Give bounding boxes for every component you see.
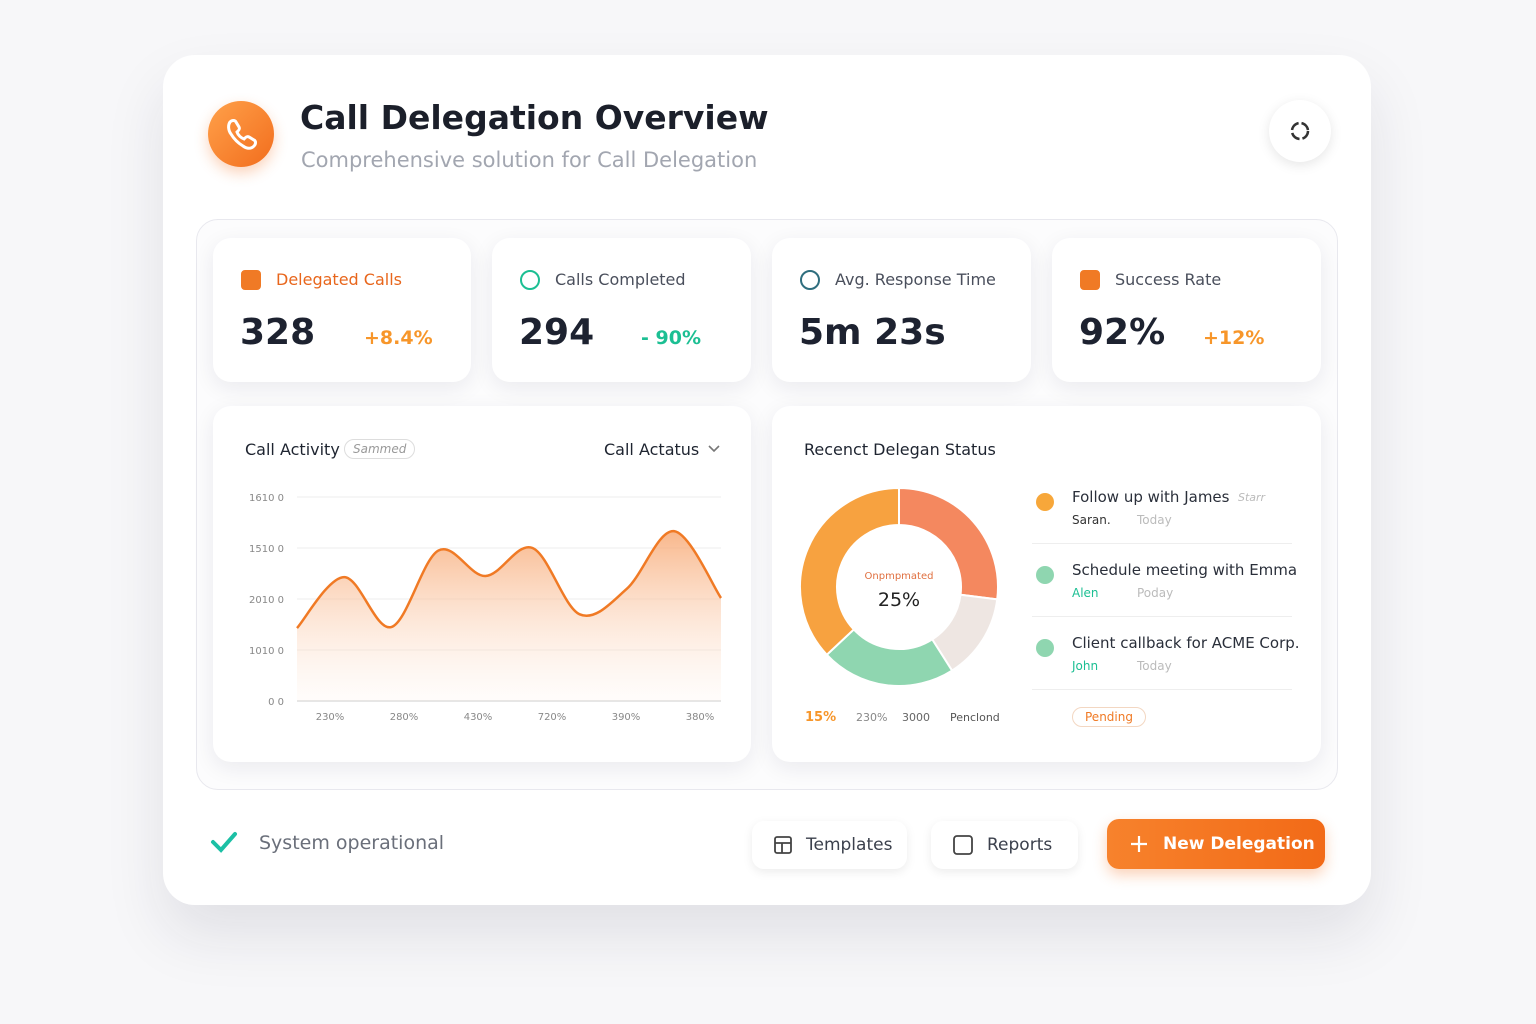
item-person: John	[1072, 659, 1099, 673]
activity-selector[interactable]: Call Actatus	[604, 440, 700, 459]
check-icon	[211, 832, 237, 853]
activity-tag: Sammed	[344, 439, 416, 459]
item-person: Alen	[1072, 586, 1099, 600]
x-tick-label: 430%	[464, 712, 493, 723]
status-dot	[1036, 639, 1054, 657]
phone-icon	[227, 119, 257, 150]
refresh-icon	[1290, 121, 1310, 141]
stat-icon	[1080, 270, 1100, 290]
item-when: Today	[1137, 659, 1172, 673]
settings-button[interactable]	[1269, 100, 1331, 162]
status-title: Recenct Delegan Status	[804, 440, 996, 459]
stat-icon	[800, 270, 820, 290]
donut-center-label: Onpmpmated	[865, 571, 934, 582]
item-when: Today	[1137, 513, 1172, 527]
y-tick-label: 1010 0	[249, 646, 284, 657]
stat-card	[492, 238, 751, 382]
stat-label: Delegated Calls	[276, 270, 402, 289]
x-tick-label: 720%	[538, 712, 567, 723]
item-divider	[1032, 689, 1292, 690]
y-tick-label: 1510 0	[249, 544, 284, 555]
button-label: Reports	[987, 835, 1053, 855]
stat-value: 92%	[1079, 312, 1166, 353]
legend-label: 3000	[902, 711, 930, 724]
legend-label: Penclond	[950, 711, 1000, 724]
stat-change: - 90%	[641, 327, 701, 349]
title: Call Delegation Overview	[300, 98, 769, 137]
subtitle: Comprehensive solution for Call Delegati…	[301, 148, 758, 172]
system-status: System operational	[259, 832, 445, 854]
line	[296, 529, 723, 629]
x-tick-label: 280%	[390, 712, 419, 723]
reports-icon	[953, 835, 973, 855]
item-person: Saran.	[1072, 513, 1111, 527]
new-delegation-button[interactable]: New Delegation	[1107, 819, 1325, 869]
stat-value: 294	[519, 312, 595, 353]
plus-icon	[1131, 836, 1147, 852]
stat-label: Calls Completed	[555, 270, 686, 289]
button-label: Templates	[806, 835, 893, 855]
x-tick-label: 230%	[316, 712, 345, 723]
status-card	[772, 406, 1321, 762]
stat-value: 328	[240, 312, 316, 353]
legend-label: 15%	[805, 710, 836, 725]
item-title: Client callback for ACME Corp.	[1072, 634, 1300, 652]
stat-icon	[520, 270, 540, 290]
item-when: Poday	[1137, 586, 1174, 600]
legend-label: 230%	[856, 711, 887, 724]
stat-change: +12%	[1203, 327, 1265, 349]
templates-icon	[774, 836, 792, 854]
stat-icon	[241, 270, 261, 290]
donut-center-value: 25%	[878, 589, 920, 611]
status-dot	[1036, 493, 1054, 511]
activity-title: Call Activity	[245, 440, 340, 459]
donut-segment	[799, 486, 900, 657]
item-tag: Starr	[1238, 491, 1266, 504]
stat-card	[772, 238, 1031, 382]
item-title: Follow up with James	[1072, 488, 1230, 506]
app-icon	[208, 101, 274, 167]
stat-label: Success Rate	[1115, 270, 1222, 289]
status-dot	[1036, 566, 1054, 584]
donut-segment	[898, 486, 999, 601]
y-tick-label: 1610 0	[249, 493, 284, 504]
y-tick-label: 2010 0	[249, 595, 284, 606]
stat-change: +8.4%	[364, 327, 433, 349]
x-tick-label: 390%	[612, 712, 641, 723]
item-divider	[1032, 616, 1292, 617]
pending-badge[interactable]: Pending	[1072, 707, 1146, 727]
button-label: New Delegation	[1163, 834, 1315, 854]
stat-label: Avg. Response Time	[835, 270, 996, 289]
templates-button[interactable]: Templates	[752, 821, 907, 869]
item-divider	[1032, 543, 1292, 544]
activity-chart: 0 0 1010 0 2010 0 1510 0 1610 0 230% 280% 430% 7…	[249, 493, 723, 723]
area	[297, 531, 721, 701]
y-tick-label: 0 0	[268, 697, 284, 708]
stat-card	[1052, 238, 1321, 382]
stat-card	[213, 238, 471, 382]
status-chart: Onpmpmated 25% 15% 230% 3000 Penclond	[799, 486, 1000, 725]
x-tick-label: 380%	[686, 712, 715, 723]
reports-button[interactable]: Reports	[931, 821, 1078, 869]
item-title: Schedule meeting with Emma	[1072, 561, 1298, 579]
stat-value: 5m 23s	[799, 312, 946, 353]
chevron	[708, 445, 720, 453]
